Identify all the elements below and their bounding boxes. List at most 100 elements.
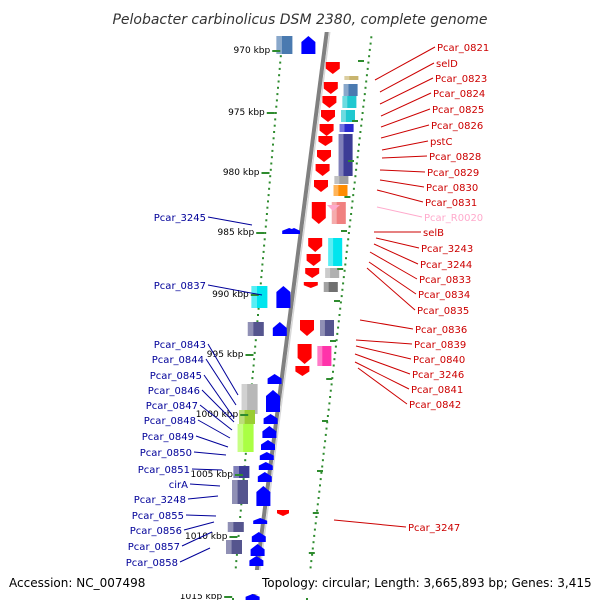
right-gene-label: Pcar_3247: [408, 523, 460, 534]
inner-left-dot: [262, 257, 264, 260]
outer-right-dot: [368, 55, 371, 58]
forward-gene-arrow: [267, 374, 282, 384]
right-label-leader: [379, 62, 435, 93]
right-label-leader: [381, 155, 428, 159]
outer-right-dot: [363, 99, 366, 102]
left-label-leader: [181, 531, 213, 547]
outer-right-dot: [361, 112, 364, 114]
outer-right-dot: [323, 446, 326, 449]
topology-backdrop: [258, 570, 600, 594]
inner-left-dot: [276, 93, 279, 96]
right-label-leader: [375, 237, 420, 249]
green-tick: [348, 160, 354, 162]
outer-right-dot: [332, 370, 334, 373]
left-gene-label: Pcar_0856: [130, 526, 182, 537]
right-label-leader: [373, 243, 419, 265]
gene-tracks: [222, 0, 373, 600]
left-label-leader: [207, 343, 239, 396]
forward-category-bar: [232, 480, 248, 504]
green-tick: [326, 378, 333, 380]
outer-right-dot: [365, 80, 368, 83]
forward-category-bar: [247, 322, 264, 336]
outer-right-dot: [359, 131, 362, 133]
left-label-leader: [189, 483, 221, 487]
inner-left-dot: [275, 105, 278, 108]
outer-right-dot: [355, 162, 358, 165]
left-label-leader: [201, 389, 235, 423]
outer-right-dot: [352, 187, 355, 190]
inner-left-dot: [263, 238, 266, 241]
outer-right-dot: [346, 244, 349, 247]
outer-right-dot: [316, 503, 319, 506]
right-gene-label: Pcar_0836: [415, 325, 467, 336]
outer-right-dot: [350, 206, 353, 209]
reverse-category-bar-shine: [328, 238, 334, 266]
outer-right-dot: [341, 288, 344, 291]
outer-right-dot: [360, 118, 363, 121]
outer-right-dot: [318, 490, 321, 493]
reverse-category-bar-shine: [320, 320, 325, 336]
outer-right-dot: [321, 459, 324, 462]
inner-left-dot: [257, 307, 260, 310]
left-gene-label: Pcar_0843: [154, 340, 206, 351]
inner-left-dot: [240, 503, 243, 506]
scale-tick-mark: [261, 172, 270, 174]
green-tick: [337, 268, 344, 270]
scale-tick-label: 975 kbp: [228, 108, 265, 118]
scale-tick-mark: [224, 596, 233, 598]
left-label-leader: [191, 468, 223, 471]
left-gene-label: Pcar_3245: [154, 213, 206, 224]
right-gene-label: Pcar_3244: [420, 260, 472, 271]
green-tick: [330, 340, 336, 342]
inner-left-dot: [267, 200, 269, 203]
reverse-category-bar-shine: [339, 124, 345, 132]
title-backdrop: [0, 0, 600, 32]
outer-right-dot: [363, 93, 366, 96]
right-label-leader: [355, 339, 413, 345]
outer-right-dot: [319, 484, 321, 487]
right-gene-label: Pcar_0842: [409, 400, 461, 411]
forward-gene-arrow: [261, 440, 275, 450]
right-gene-label: Pcar_3246: [412, 370, 464, 381]
forward-gene-arrow: [266, 390, 280, 412]
outer-right-dot: [328, 402, 331, 405]
forward-category-bar: [276, 36, 293, 54]
forward-gene-arrow: [259, 452, 274, 460]
right-gene-label: Pcar_0828: [429, 152, 481, 163]
inner-left-dot: [254, 339, 257, 342]
inner-left-dot: [252, 370, 254, 373]
forward-category-bar-shine: [276, 36, 282, 54]
scale-tick-label: 995 kbp: [207, 350, 244, 360]
outer-right-dot: [345, 250, 348, 253]
outer-right-dot: [356, 156, 359, 159]
forward-category-bar-shine: [233, 466, 239, 478]
right-label-leader: [366, 267, 416, 311]
reverse-gene-arrow: [295, 366, 310, 376]
outer-right-dot: [311, 547, 314, 550]
left-gene-label: Pcar_0837: [154, 281, 206, 292]
left-gene-label: Pcar_0851: [138, 465, 190, 476]
scale-tick-mark: [229, 536, 238, 538]
right-label-leader: [374, 46, 436, 81]
inner-left-dot: [251, 377, 254, 380]
right-gene-label: Pcar_0833: [419, 275, 471, 286]
forward-category-bar-shine: [247, 322, 254, 336]
outer-right-dot: [345, 257, 347, 260]
left-gene-label: Pcar_0850: [140, 448, 192, 459]
outer-right-dot: [367, 61, 370, 64]
green-tick: [308, 552, 315, 554]
scale-tick-label: 1000 kbp: [196, 410, 239, 420]
green-tick: [334, 300, 340, 302]
outer-right-dot: [326, 421, 329, 424]
forward-gene-arrow: [253, 518, 268, 524]
inner-left-dot: [270, 162, 273, 165]
right-label-leader: [357, 367, 408, 405]
forward-gene-arrow: [256, 486, 271, 506]
outer-right-dot: [339, 307, 342, 310]
reverse-category-bar-shine: [325, 268, 331, 278]
inner-left-dot: [234, 566, 237, 569]
right-gene-label: Pcar_0825: [432, 105, 484, 116]
reverse-category-bar-shine: [331, 202, 337, 224]
rna-gene: [327, 205, 340, 211]
outer-right-dot: [319, 478, 322, 481]
